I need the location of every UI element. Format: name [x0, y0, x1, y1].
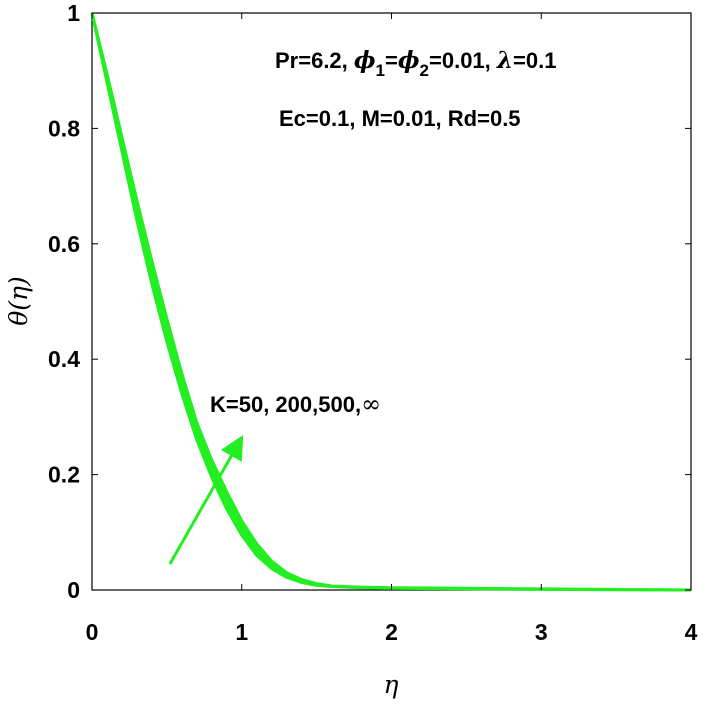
phi2-symbol: ϕ: [398, 47, 420, 74]
x-tick-label: 3: [535, 619, 548, 645]
x-axis-label: η: [384, 670, 399, 699]
k-arrow: [168, 435, 244, 565]
params-equals: =: [385, 48, 398, 73]
y-tick-label: 0.6: [48, 231, 80, 257]
x-ticks: 0 1 2 3 4: [86, 13, 698, 645]
x-tick-label: 1: [235, 619, 248, 645]
params-phi-value: =0.01,: [429, 48, 497, 73]
x-tick-label: 2: [385, 619, 398, 645]
y-tick-label: 0.4: [48, 346, 80, 372]
arrow-label-text: K=50, 200,500,: [210, 392, 361, 417]
plot-frame: [91, 12, 692, 591]
x-tick-label: 0: [86, 619, 99, 645]
series-line-2: [90, 12, 692, 592]
y-tick-label: 0.8: [48, 115, 80, 141]
y-tick-label: 1: [67, 0, 80, 26]
y-tick-label: 0.2: [48, 462, 80, 488]
phi1-symbol: ϕ: [354, 47, 376, 74]
y-tick-label: 0: [67, 577, 80, 603]
phi1-subscript: 1: [376, 61, 385, 80]
arrow-label: K=50, 200,500,∞: [210, 390, 381, 418]
x-tick-label: 4: [685, 619, 698, 645]
series-lines: [90, 12, 692, 592]
params-lambda-value: =0.1: [513, 48, 556, 73]
lambda-symbol: λ: [496, 47, 513, 74]
params-line-1: Pr=6.2, ϕ1=ϕ2=0.01, λ=0.1: [275, 47, 556, 80]
params-pr: Pr=6.2,: [275, 48, 354, 73]
y-axis-label: θ(η): [4, 276, 33, 326]
y-ticks: 0 0.2 0.4 0.6 0.8 1: [48, 0, 691, 603]
params-line-2: Ec=0.1, M=0.01, Rd=0.5: [279, 106, 521, 131]
infinity-symbol: ∞: [361, 390, 381, 418]
phi2-subscript: 2: [420, 61, 429, 80]
